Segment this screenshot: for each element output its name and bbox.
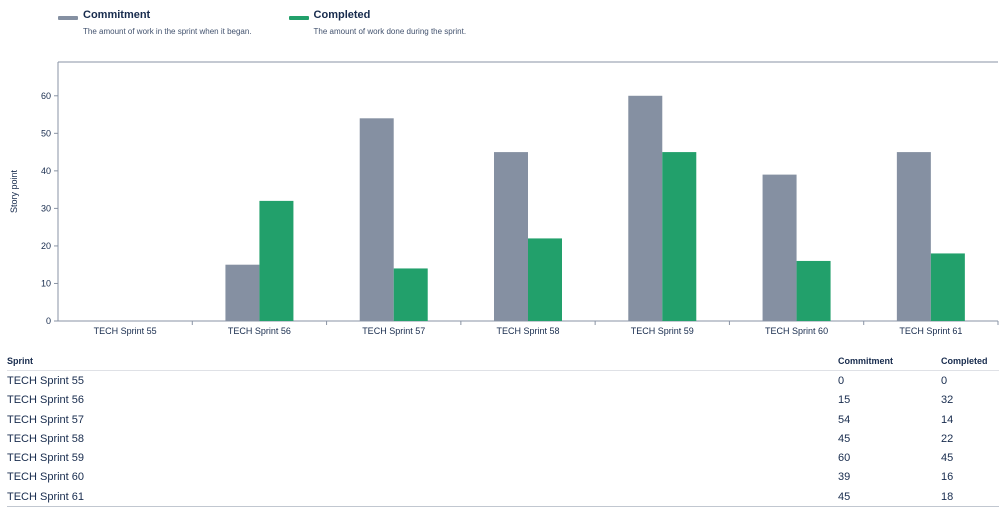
table-row: TECH Sprint 57 54 14 [7,410,999,429]
cell-commitment: 45 [838,490,851,503]
sprint-table: Sprint Commitment Completed TECH Sprint … [7,352,999,508]
x-tick-label: TECH Sprint 61 [899,326,962,336]
bar-commitment [628,95,663,321]
cell-commitment: 45 [838,432,851,445]
x-tick-label: TECH Sprint 58 [496,326,559,336]
bar-commitment [494,152,528,321]
bar-commitment [225,264,260,321]
cell-commitment: 54 [838,413,851,426]
header-completed[interactable]: Completed [941,356,988,366]
table-row: TECH Sprint 60 39 16 [7,467,999,486]
bar-completed [259,200,294,321]
bar-completed [930,253,965,321]
legend-description-completed: The amount of work done during the sprin… [313,27,467,36]
legend-item-completed[interactable]: Completed The amount of work done during… [288,9,467,37]
legend-description-commitment: The amount of work in the sprint when it… [83,27,252,36]
cell-completed: 32 [941,394,954,407]
cell-sprint: TECH Sprint 57 [7,413,85,426]
cell-completed: 16 [941,471,954,484]
cell-commitment: 39 [838,471,851,484]
table-header-row: Sprint Commitment Completed [7,352,999,371]
y-tick-label: 50 [41,128,51,138]
cell-commitment: 15 [838,394,851,407]
table-row: TECH Sprint 59 60 45 [7,448,999,467]
header-commitment[interactable]: Commitment [838,356,894,366]
cell-commitment: 60 [838,452,851,465]
legend-title-completed: Completed [313,9,371,21]
x-tick-label: TECH Sprint 55 [94,326,157,336]
cell-completed: 0 [941,375,948,387]
x-tick-label: TECH Sprint 57 [362,326,425,336]
y-tick-label: 60 [41,91,51,101]
table-row: TECH Sprint 55 0 0 [7,371,999,390]
y-tick-label: 10 [41,278,51,288]
table-row: TECH Sprint 58 45 22 [7,429,999,448]
cell-completed: 14 [941,413,954,426]
cell-sprint: TECH Sprint 55 [7,375,85,387]
cell-sprint: TECH Sprint 59 [7,452,85,465]
legend-swatch-commitment [58,16,78,20]
cell-completed: 22 [941,432,954,445]
cell-commitment: 0 [838,375,845,387]
y-tick-label: 20 [41,241,51,251]
y-axis-label: Story point [9,169,19,213]
bar-completed [528,238,562,321]
cell-completed: 18 [941,490,954,503]
table-row: TECH Sprint 56 15 32 [7,390,999,409]
table-row: TECH Sprint 61 45 18 [7,487,999,508]
header-sprint[interactable]: Sprint [7,356,33,366]
cell-sprint: TECH Sprint 60 [7,471,85,484]
velocity-bar-chart: 0 10 20 30 40 50 60 Story point TECH Sprint 55 TE… [9,61,999,336]
legend-swatch-completed [288,16,309,20]
legend-title-commitment: Commitment [83,9,151,21]
cell-sprint: TECH Sprint 56 [7,394,85,407]
chart-legend: Commitment The amount of work in the spr… [58,9,466,37]
y-tick-label: 0 [46,316,51,326]
bar-completed [796,260,831,321]
cell-sprint: TECH Sprint 61 [7,490,85,503]
bar-commitment [762,174,797,321]
cell-sprint: TECH Sprint 58 [7,432,85,445]
x-tick-label: TECH Sprint 59 [631,326,694,336]
legend-item-commitment[interactable]: Commitment The amount of work in the spr… [58,9,252,37]
bar-completed [662,152,697,321]
bar-completed [393,268,428,321]
y-tick-label: 40 [41,166,51,176]
x-tick-label: TECH Sprint 60 [765,326,828,336]
x-tick-label: TECH Sprint 56 [228,326,291,336]
cell-completed: 45 [941,452,954,465]
bar-commitment [359,118,394,321]
bar-commitment [896,152,931,321]
y-tick-label: 30 [41,203,51,213]
